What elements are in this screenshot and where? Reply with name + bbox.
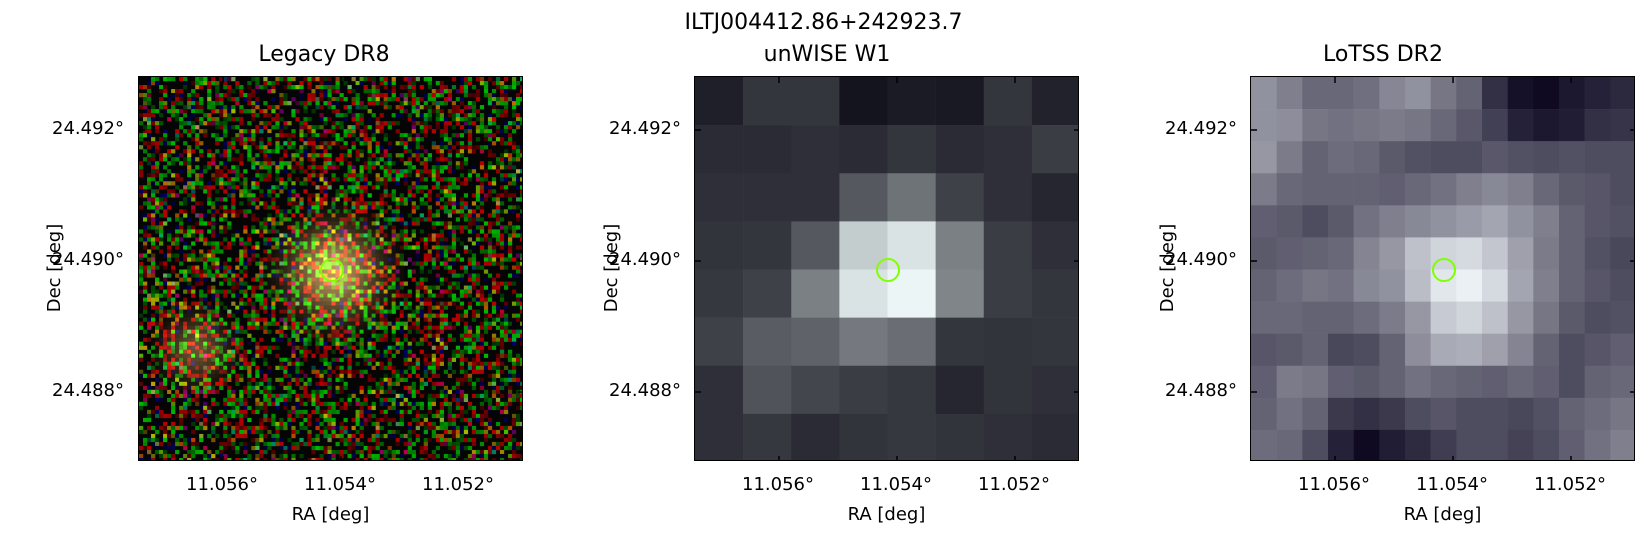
panel-title: unWISE W1	[763, 42, 891, 67]
x-tick-label: 11.052°	[978, 474, 1050, 495]
x-tick-label: 11.052°	[422, 474, 494, 495]
panel-unwise: unWISE W1 Dec [deg] RA [deg] 24.492° 24.…	[557, 0, 1097, 539]
panel-title: LoTSS DR2	[1323, 42, 1443, 67]
source-marker-circle	[876, 258, 900, 282]
unwise-image	[694, 76, 1079, 461]
x-tick-label: 11.052°	[1534, 474, 1606, 495]
x-tick-label: 11.054°	[860, 474, 932, 495]
x-tick-label: 11.056°	[1298, 474, 1370, 495]
legacy-image	[138, 76, 523, 461]
lotss-image	[1250, 76, 1635, 461]
x-tick-label: 11.054°	[304, 474, 376, 495]
y-tick-label: 24.490°	[609, 249, 681, 270]
x-tick-label: 11.056°	[742, 474, 814, 495]
y-tick-label: 24.492°	[1165, 118, 1237, 139]
panel-legacy: Legacy DR8 Dec [deg] RA [deg] 24.492° 24…	[0, 0, 540, 539]
source-marker-circle	[1432, 258, 1456, 282]
x-tick-label: 11.056°	[186, 474, 258, 495]
y-tick-label: 24.488°	[1165, 380, 1237, 401]
y-tick-label: 24.490°	[1165, 249, 1237, 270]
source-marker-circle	[320, 258, 344, 282]
y-tick-label: 24.490°	[52, 249, 124, 270]
y-tick-label: 24.492°	[52, 118, 124, 139]
figure-title: ILTJ004412.86+242923.7	[684, 10, 963, 35]
y-tick-label: 24.488°	[609, 380, 681, 401]
x-tick-label: 11.054°	[1416, 474, 1488, 495]
panel-title: Legacy DR8	[258, 42, 390, 67]
x-axis-label: RA [deg]	[291, 504, 370, 525]
panel-lotss: LoTSS DR2 Dec [deg] RA [deg] 24.492° 24.…	[1113, 0, 1647, 539]
x-axis-label: RA [deg]	[1403, 504, 1482, 525]
y-tick-label: 24.492°	[609, 118, 681, 139]
y-tick-label: 24.488°	[52, 380, 124, 401]
x-axis-label: RA [deg]	[847, 504, 926, 525]
